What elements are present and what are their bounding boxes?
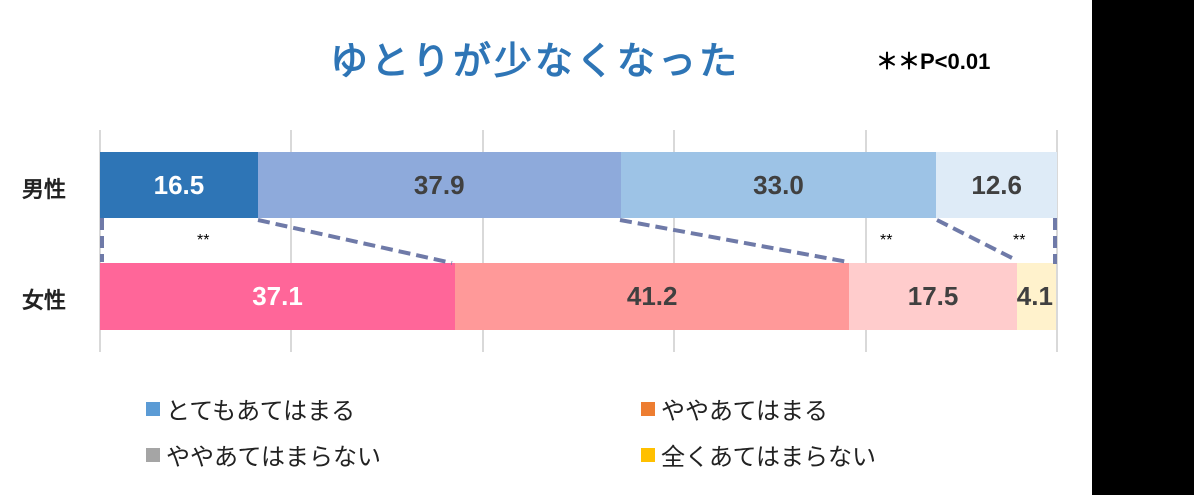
chart-title: ゆとりが少なくなった [330,39,741,83]
row-label-male: 男性 [22,178,67,203]
bar-segment: 17.5 [849,263,1017,330]
black-panel [1092,0,1194,495]
significance-star: ** [1013,232,1026,249]
legend-item: とてもあてはまる [146,391,355,426]
bar-segment: 37.1 [100,263,456,330]
bar-segment: 16.5 [100,152,258,218]
gridline [865,130,867,352]
legend-item: ややあてはまらない [146,437,381,472]
significance-star: ** [197,232,210,249]
legend-label: ややあてはまる [661,397,829,425]
legend-label: とてもあてはまる [166,397,356,425]
legend-label: 全くあてはまらない [661,443,877,471]
bar-segment: 33.0 [620,152,937,218]
bar-segment: 41.2 [455,263,850,330]
legend-swatch-icon [146,447,160,462]
legend-item: ややあてはまる [641,391,828,426]
bar-segment: 4.1 [1016,263,1057,330]
legend-item: 全くあてはまらない [641,437,876,472]
bar-segment: 12.6 [936,152,1057,218]
gridline [290,130,292,352]
legend-swatch-icon [146,401,160,416]
bar-female: 37.1 41.2 17.5 4.1 [100,263,1057,330]
bar-male: 16.5 37.9 33.0 12.6 [100,152,1057,218]
gridline [673,130,675,352]
significance-note: ＊＊P<0.01 [876,49,991,74]
legend-label: ややあてはまらない [166,443,382,471]
connector-line [936,218,1017,262]
row-label-female: 女性 [22,289,67,314]
connector-line [257,218,453,265]
significance-star: ** [880,232,893,249]
legend-swatch-icon [641,401,655,416]
gridline [482,130,484,352]
bar-segment: 37.9 [257,152,621,218]
connector-line [619,218,849,264]
legend-swatch-icon [641,447,655,462]
